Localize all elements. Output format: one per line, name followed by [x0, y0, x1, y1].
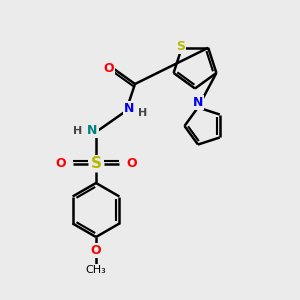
Text: S: S: [91, 156, 101, 171]
Text: O: O: [103, 62, 114, 76]
Text: N: N: [87, 124, 98, 137]
Text: N: N: [124, 101, 134, 115]
Text: O: O: [55, 157, 66, 170]
Text: H: H: [138, 107, 147, 118]
Text: H: H: [74, 125, 82, 136]
Text: CH₃: CH₃: [85, 265, 106, 275]
Text: N: N: [193, 97, 203, 110]
Text: O: O: [91, 244, 101, 257]
Text: S: S: [176, 40, 185, 53]
Text: O: O: [126, 157, 137, 170]
